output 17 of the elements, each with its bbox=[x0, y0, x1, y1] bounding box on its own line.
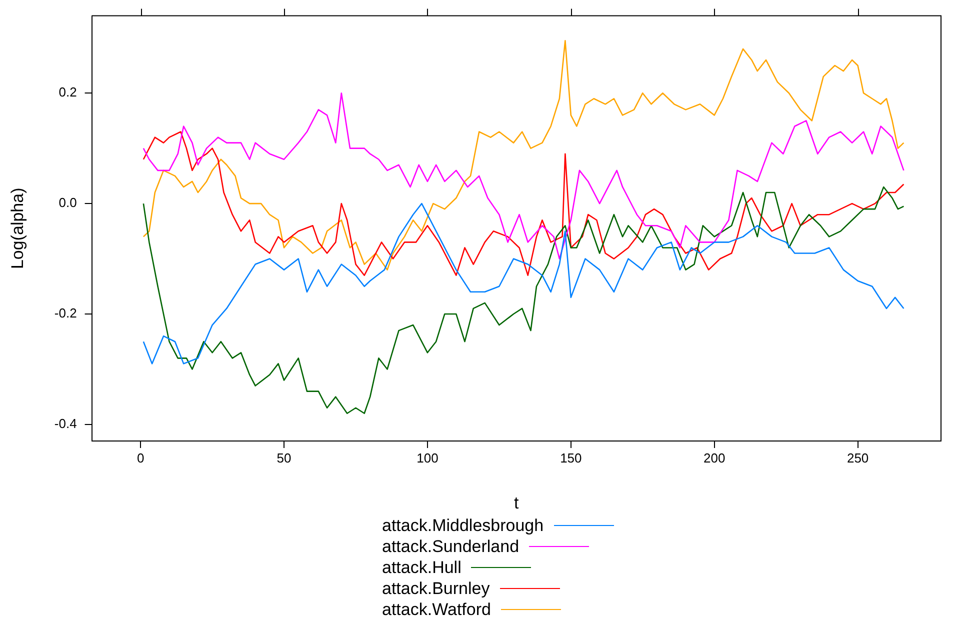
x-tick-label: 100 bbox=[416, 450, 438, 466]
legend-label: attack.Hull bbox=[382, 557, 462, 578]
y-axis-title: Log(alpha) bbox=[8, 188, 27, 270]
x-tick-label: 250 bbox=[846, 450, 869, 466]
x-tick-label: 200 bbox=[704, 450, 726, 466]
y-tick-label: 0.0 bbox=[58, 195, 77, 210]
x-tick-label: 50 bbox=[276, 450, 292, 466]
x-axis-title: t bbox=[514, 493, 520, 512]
legend-label: attack.Sunderland bbox=[382, 536, 520, 557]
y-tick-label: -0.2 bbox=[54, 306, 77, 321]
x-tick-label: 150 bbox=[560, 450, 582, 466]
legend-label: attack.Watford bbox=[382, 599, 491, 620]
y-tick-label: 0.2 bbox=[58, 84, 77, 100]
x-tick-label: 0 bbox=[136, 450, 144, 466]
legend-label: attack.Middlesbrough bbox=[382, 515, 544, 536]
legend-label: attack.Burnley bbox=[382, 578, 490, 599]
y-tick-label: -0.4 bbox=[54, 416, 77, 432]
